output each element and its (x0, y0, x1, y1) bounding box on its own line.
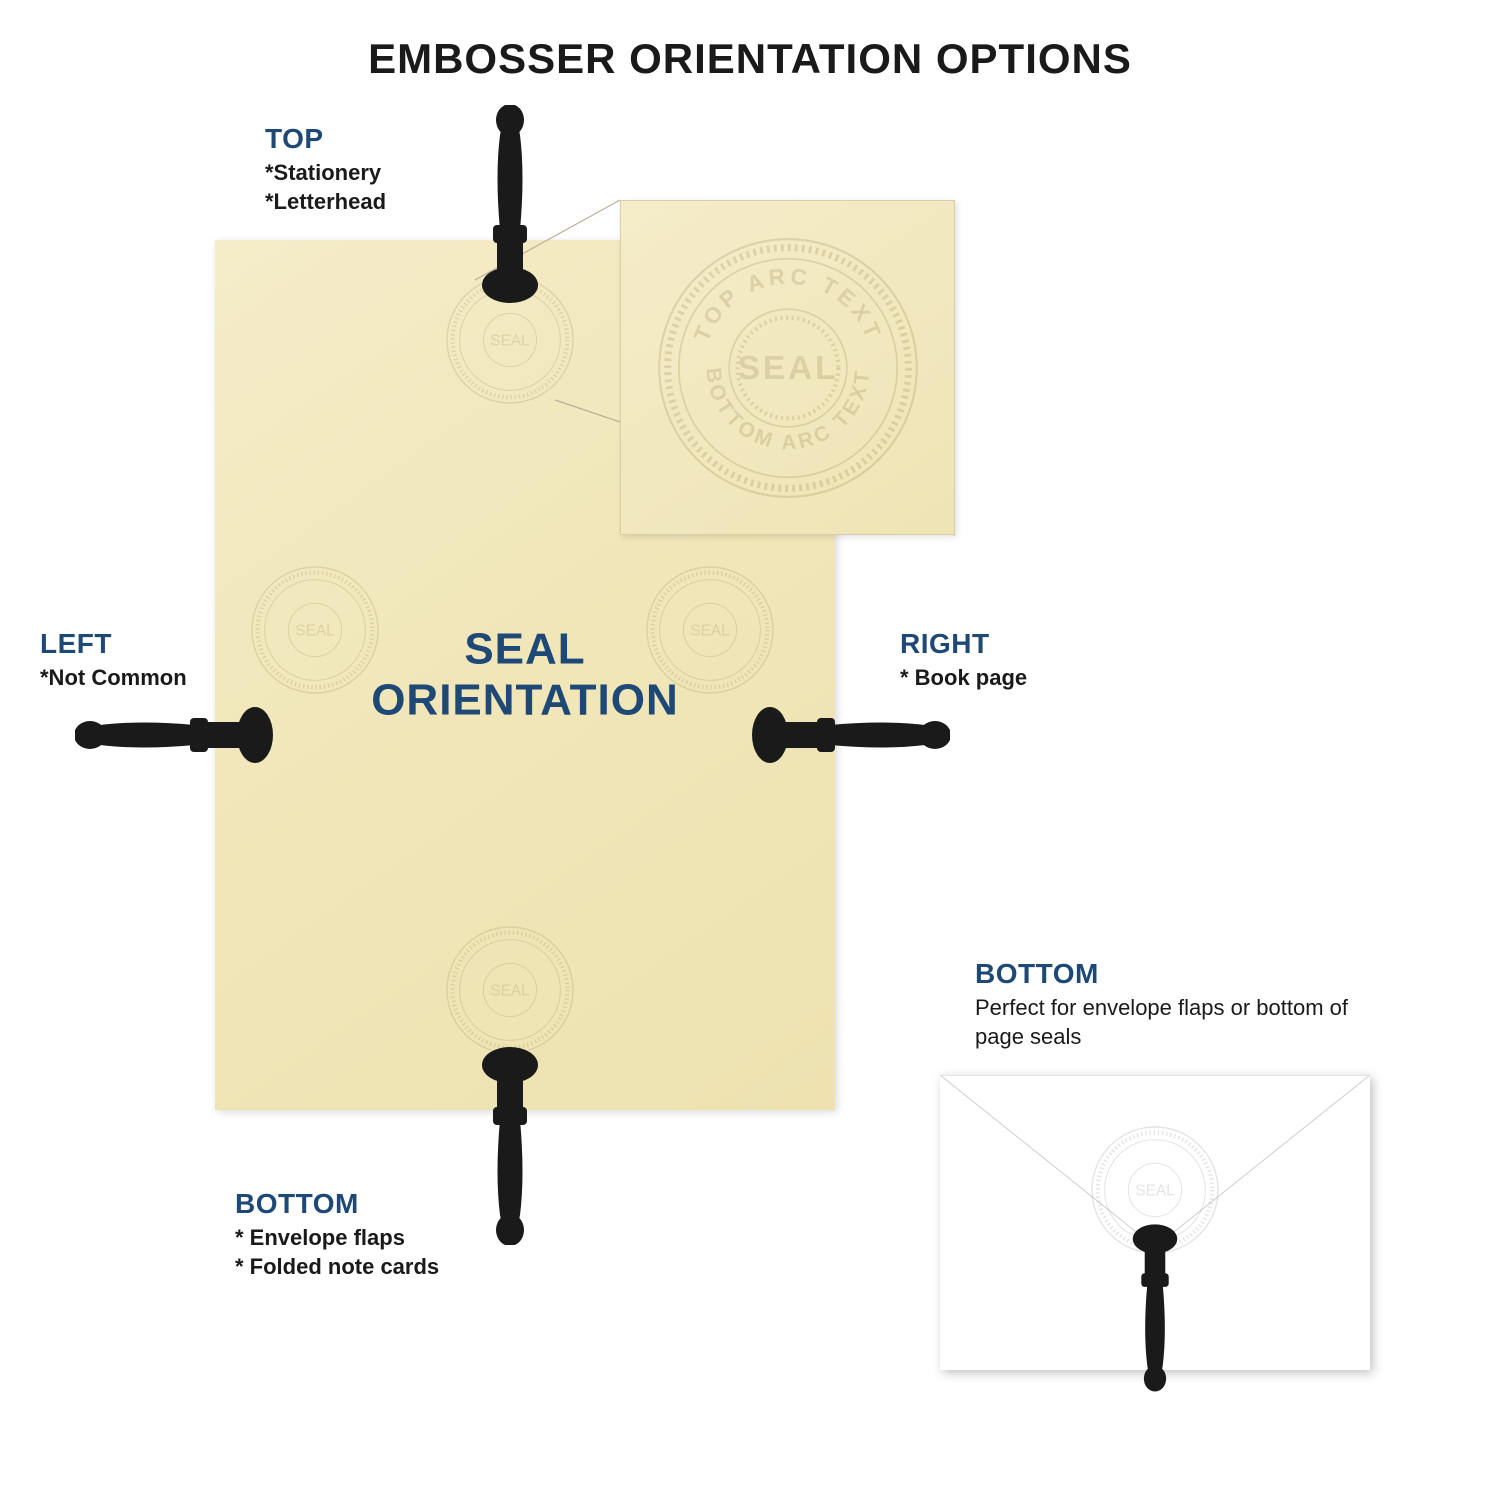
label-left-sub1: *Not Common (40, 663, 187, 693)
zoom-seal: TOP ARC TEXT BOTTOM ARC TEXT SEAL (648, 228, 928, 508)
embosser-envelope (1125, 1220, 1185, 1395)
seal-left: SEAL (245, 560, 385, 700)
svg-text:SEAL: SEAL (490, 983, 530, 1000)
svg-text:SEAL: SEAL (1135, 1183, 1175, 1200)
paper-center-text: SEAL ORIENTATION (371, 624, 679, 725)
center-line1: SEAL (464, 624, 585, 673)
label-bottom-right: BOTTOM Perfect for envelope flaps or bot… (975, 955, 1375, 1052)
main-title: EMBOSSER ORIENTATION OPTIONS (0, 35, 1500, 83)
seal-right: SEAL (640, 560, 780, 700)
svg-text:SEAL: SEAL (737, 350, 838, 387)
label-bottom-sub2: * Folded note cards (235, 1252, 439, 1282)
label-right: RIGHT * Book page (900, 625, 1027, 692)
label-bottom-title: BOTTOM (235, 1185, 439, 1223)
label-right-title: RIGHT (900, 625, 1027, 663)
label-top-sub2: *Letterhead (265, 187, 386, 217)
embosser-right (750, 700, 950, 770)
label-top: TOP *Stationery *Letterhead (265, 120, 386, 217)
embosser-left (75, 700, 275, 770)
embosser-bottom (475, 1045, 545, 1245)
label-top-sub1: *Stationery (265, 158, 386, 188)
label-right-sub1: * Book page (900, 663, 1027, 693)
svg-text:SEAL: SEAL (295, 623, 335, 640)
svg-text:TOP ARC TEXT: TOP ARC TEXT (688, 263, 886, 344)
embosser-top (475, 105, 545, 305)
label-br-title: BOTTOM (975, 955, 1375, 993)
label-bottom-sub1: * Envelope flaps (235, 1223, 439, 1253)
seal-bottom: SEAL (440, 920, 580, 1060)
label-top-title: TOP (265, 120, 386, 158)
center-line2: ORIENTATION (371, 675, 679, 724)
zoom-detail-box: TOP ARC TEXT BOTTOM ARC TEXT SEAL (620, 200, 955, 535)
envelope: SEAL (940, 1075, 1370, 1370)
svg-text:SEAL: SEAL (490, 333, 530, 350)
label-br-desc: Perfect for envelope flaps or bottom of … (975, 993, 1375, 1052)
label-left-title: LEFT (40, 625, 187, 663)
label-left: LEFT *Not Common (40, 625, 187, 692)
label-bottom: BOTTOM * Envelope flaps * Folded note ca… (235, 1185, 439, 1282)
svg-text:SEAL: SEAL (690, 623, 730, 640)
